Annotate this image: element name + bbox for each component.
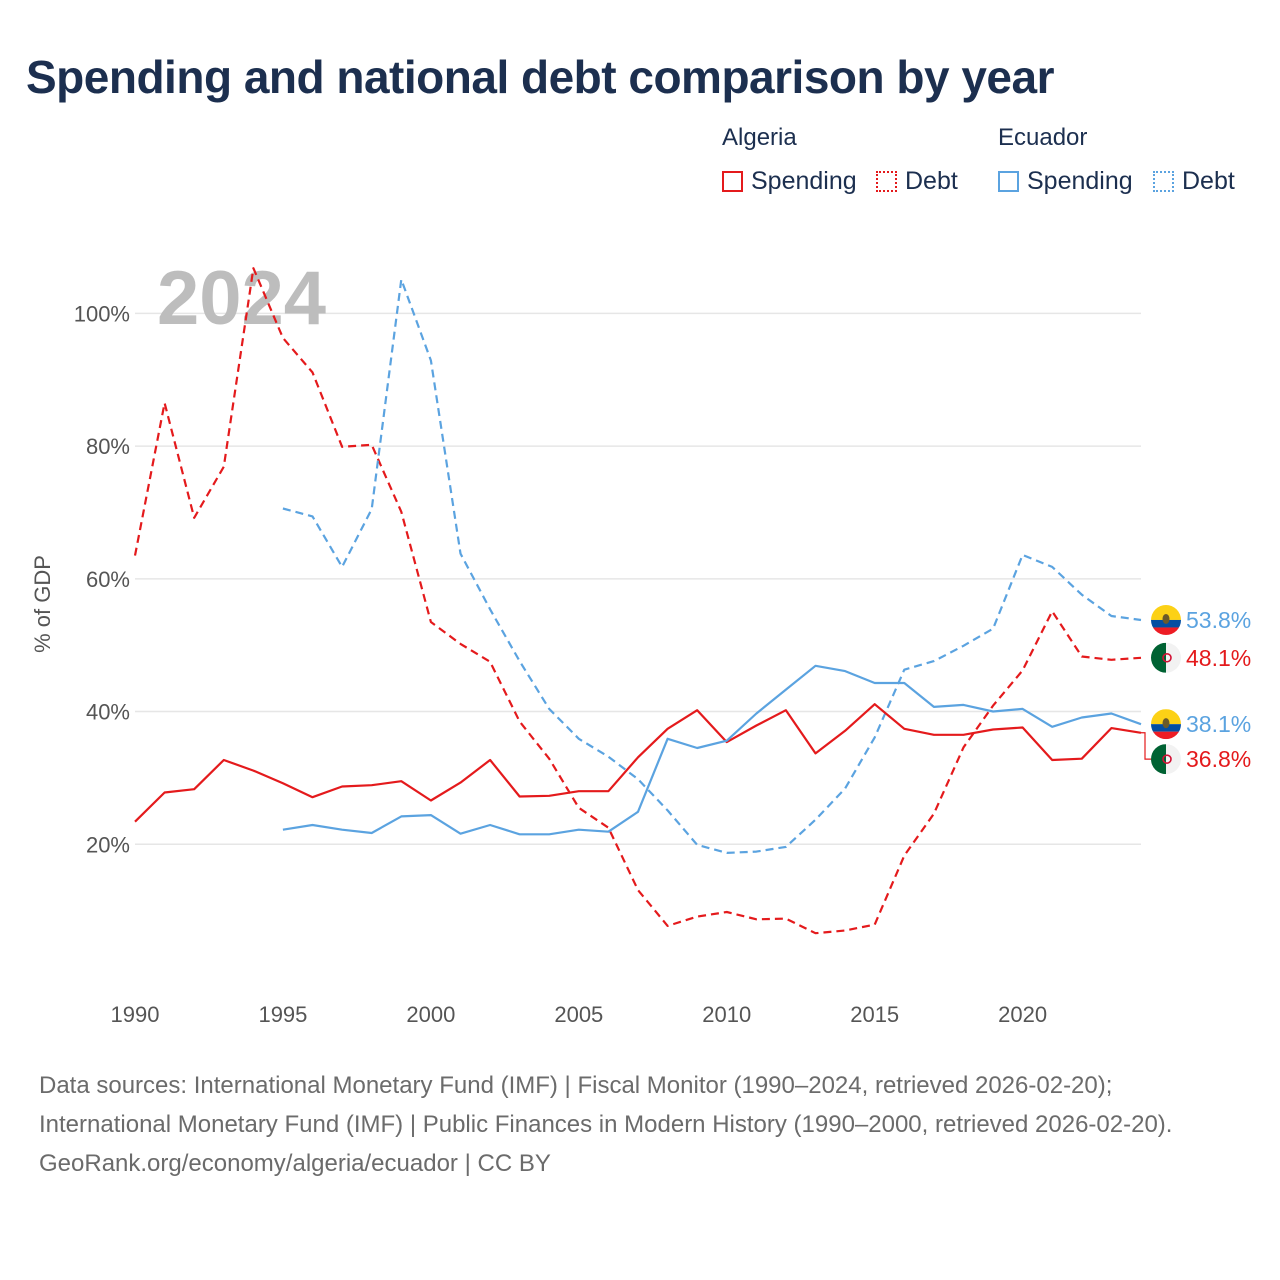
series-line-algeria-debt xyxy=(133,267,1142,935)
legend-item-ecuador-spending[interactable]: Spending xyxy=(998,166,1133,196)
legend-label: Debt xyxy=(905,166,958,195)
algeria-flag-icon xyxy=(1151,642,1181,673)
ecuador-flag-icon xyxy=(1151,604,1181,635)
end-labels: 53.8% 48.1% 38.1% 36.8% xyxy=(1141,604,1251,775)
series-lines xyxy=(133,267,1142,935)
series-line-ecuador-spending xyxy=(282,664,1142,836)
line-chart: 2024 20% 40% 60% 80% 100% 1990 1995 2000 2005 20… xyxy=(30,256,1251,1027)
series-line-ecuador-debt xyxy=(282,278,1142,855)
y-axis-ticks: 20% 40% 60% 80% 100% xyxy=(74,301,130,857)
x-tick-label: 1995 xyxy=(258,1002,307,1027)
legend-label: Spending xyxy=(751,166,857,195)
legend-group-ecuador: Ecuador xyxy=(998,124,1088,151)
legend-label: Debt xyxy=(1182,166,1235,195)
end-value-label: 53.8% xyxy=(1186,607,1251,633)
end-value-label: 48.1% xyxy=(1186,645,1251,671)
x-axis-ticks: 1990 1995 2000 2005 2010 2015 2020 xyxy=(111,1002,1048,1027)
y-tick-label: 40% xyxy=(86,700,130,725)
gridlines xyxy=(135,312,1141,846)
footer: Data sources: International Monetary Fun… xyxy=(39,1066,1239,1183)
x-tick-label: 2010 xyxy=(702,1002,751,1027)
x-tick-label: 1990 xyxy=(111,1002,160,1027)
label-connector xyxy=(1141,732,1151,760)
legend-item-algeria-spending[interactable]: Spending xyxy=(722,166,857,196)
x-tick-label: 2005 xyxy=(554,1002,603,1027)
x-tick-label: 2020 xyxy=(998,1002,1047,1027)
ecuador-flag-icon xyxy=(1151,709,1181,740)
year-watermark: 2024 xyxy=(157,256,326,341)
legend-label: Spending xyxy=(1027,166,1133,195)
y-tick-label: 100% xyxy=(74,301,130,326)
x-tick-label: 2015 xyxy=(850,1002,899,1027)
legend-item-algeria-debt[interactable]: Debt xyxy=(876,166,958,196)
legend-swatch-solid-icon xyxy=(998,170,1019,192)
series-line-algeria-spending xyxy=(134,703,1142,823)
y-tick-label: 80% xyxy=(86,434,130,459)
data-sources: Data sources: International Monetary Fun… xyxy=(39,1072,1173,1138)
algeria-flag-icon xyxy=(1151,744,1181,775)
legend-swatch-solid-icon xyxy=(722,170,743,192)
x-tick-label: 2000 xyxy=(406,1002,455,1027)
legend-item-ecuador-debt[interactable]: Debt xyxy=(1153,166,1235,196)
chart-title: Spending and national debt comparison by… xyxy=(26,51,1055,103)
credit-line: GeoRank.org/economy/algeria/ecuador | CC… xyxy=(39,1150,551,1177)
y-axis-label: % of GDP xyxy=(30,555,55,653)
legend-swatch-dotted-icon xyxy=(876,170,897,192)
y-tick-label: 60% xyxy=(86,567,130,592)
legend-swatch-dotted-icon xyxy=(1153,170,1174,192)
y-tick-label: 20% xyxy=(86,832,130,857)
end-value-label: 38.1% xyxy=(1186,711,1251,737)
legend-group-algeria: Algeria xyxy=(722,124,797,151)
end-value-label: 36.8% xyxy=(1186,746,1251,772)
